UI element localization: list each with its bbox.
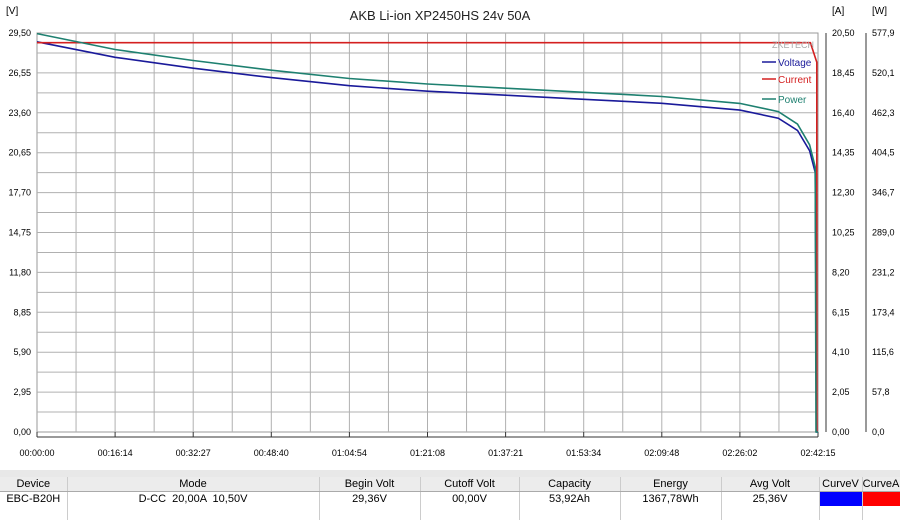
cell-avg-volt: 25,36V [721, 491, 820, 506]
header-device[interactable]: Device [0, 477, 68, 492]
table-row[interactable]: EBC-B20H D-CC 20,00A 10,50V 29,36V 00,00… [0, 491, 900, 506]
y-tick-label-power: 404,5 [872, 148, 895, 158]
y-right-power-unit: [W] [872, 6, 887, 17]
header-mode[interactable]: Mode [67, 477, 320, 492]
y-tick-label-voltage: 8,85 [13, 307, 31, 317]
watermark: ZKETECH [772, 40, 814, 50]
curve-v-color[interactable] [819, 491, 863, 506]
cell-device: EBC-B20H [0, 491, 68, 506]
header-capacity[interactable]: Capacity [519, 477, 621, 492]
y-tick-label-current: 2,05 [832, 387, 850, 397]
legend-label-current: Current [778, 75, 812, 86]
y-tick-label-current: 10,25 [832, 228, 855, 238]
y-tick-label-current: 8,20 [832, 267, 850, 277]
y-right-current-unit: [A] [832, 6, 844, 17]
y-tick-label-voltage: 26,55 [8, 68, 31, 78]
cell-cutoff-volt: 00,00V [420, 491, 520, 506]
chart-title: AKB Li-ion XP2450HS 24v 50A [350, 8, 531, 23]
y-tick-label-voltage: 14,75 [8, 228, 31, 238]
legend-label-power: Power [778, 95, 807, 106]
y-tick-label-voltage: 0,00 [13, 427, 31, 437]
cell-capacity: 53,92Ah [519, 491, 621, 506]
header-energy[interactable]: Energy [620, 477, 722, 492]
table-header: Device Mode Begin Volt Cutoff Volt Capac… [0, 477, 900, 492]
x-tick-label: 00:48:40 [254, 448, 289, 458]
cell-mode: D-CC 20,00A 10,50V [67, 491, 320, 506]
y-tick-label-voltage: 17,70 [8, 188, 31, 198]
y-tick-label-current: 0,00 [832, 427, 850, 437]
x-tick-label: 00:32:27 [176, 448, 211, 458]
y-tick-label-current: 20,50 [832, 28, 855, 38]
x-tick-label: 00:00:00 [19, 448, 54, 458]
curve-a-color[interactable] [862, 491, 900, 506]
y-tick-label-current: 18,45 [832, 68, 855, 78]
chart: AKB Li-ion XP2450HS 24v 50A [V] [A] [W] … [6, 6, 895, 458]
series-line-voltage [36, 41, 818, 433]
y-tick-label-power: 520,1 [872, 68, 895, 78]
x-tick-label: 02:42:15 [800, 448, 835, 458]
x-tick-label: 01:53:34 [566, 448, 601, 458]
x-tick-label: 01:04:54 [332, 448, 367, 458]
y-tick-label-power: 462,3 [872, 108, 895, 118]
x-tick-label: 00:16:14 [98, 448, 133, 458]
y-tick-label-power: 231,2 [872, 267, 895, 277]
y-tick-label-power: 346,7 [872, 188, 895, 198]
x-tick-label: 01:21:08 [410, 448, 445, 458]
header-begin-volt[interactable]: Begin Volt [319, 477, 421, 492]
y-tick-label-voltage: 11,80 [9, 267, 31, 277]
header-curve-v[interactable]: CurveV [819, 477, 863, 492]
x-tick-label: 02:26:02 [722, 448, 757, 458]
y-tick-label-power: 577,9 [872, 28, 895, 38]
y-left-unit: [V] [6, 6, 18, 17]
header-cutoff-volt[interactable]: Cutoff Volt [420, 477, 520, 492]
summary-table: Device Mode Begin Volt Cutoff Volt Capac… [0, 477, 900, 520]
y-tick-label-current: 16,40 [832, 108, 855, 118]
y-tick-label-current: 6,15 [832, 307, 850, 317]
series-line-power [36, 32, 818, 433]
y-tick-label-voltage: 5,90 [13, 347, 31, 357]
y-tick-label-voltage: 23,60 [8, 108, 31, 118]
x-tick-label: 02:09:48 [644, 448, 679, 458]
header-curve-a[interactable]: CurveA [862, 477, 900, 492]
legend-label-voltage: Voltage [778, 58, 812, 69]
y-tick-label-current: 12,30 [832, 188, 855, 198]
y-tick-label-current: 14,35 [832, 148, 855, 158]
y-tick-label-current: 4,10 [832, 347, 850, 357]
y-tick-label-voltage: 20,65 [8, 148, 31, 158]
y-tick-label-power: 115,6 [872, 347, 894, 357]
series-line-current [37, 41, 818, 432]
y-tick-label-power: 289,0 [872, 228, 895, 238]
header-avg-volt[interactable]: Avg Volt [721, 477, 820, 492]
y-tick-label-voltage: 29,50 [8, 28, 31, 38]
y-tick-label-power: 57,8 [872, 387, 890, 397]
y-tick-label-power: 173,4 [872, 307, 895, 317]
y-tick-label-power: 0,0 [872, 427, 885, 437]
x-tick-label: 01:37:21 [488, 448, 523, 458]
cell-energy: 1367,78Wh [620, 491, 722, 506]
table-row-empty [0, 506, 900, 520]
y-tick-label-voltage: 2,95 [13, 387, 31, 397]
cell-begin-volt: 29,36V [319, 491, 421, 506]
